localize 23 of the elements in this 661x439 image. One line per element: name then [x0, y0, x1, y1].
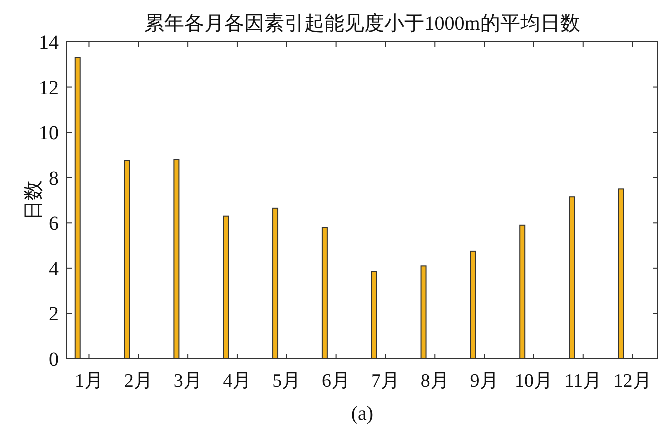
- y-tick-label: 4: [49, 258, 59, 280]
- x-tick-label: 1月: [74, 371, 104, 392]
- x-tick-label: 9月: [470, 371, 499, 392]
- x-tick-label: 10月: [514, 371, 553, 392]
- y-tick-label: 12: [39, 77, 59, 100]
- x-tick-label: 11月: [564, 371, 602, 392]
- y-axis-title: 日数: [23, 180, 45, 220]
- text: (a): [351, 403, 374, 425]
- y-tick-label: 10: [39, 122, 59, 145]
- x-tick-label: 8月: [420, 371, 450, 392]
- y-tick-label: 2: [49, 304, 59, 326]
- x-tick-label: 7月: [371, 371, 400, 392]
- y-tick-label: 6: [49, 213, 59, 236]
- x-tick-label: 12月: [614, 371, 652, 392]
- y-tick-label: 14: [39, 32, 59, 54]
- x-tick-label: 2月: [124, 371, 153, 392]
- x-tick-label: 3月: [174, 371, 202, 392]
- x-tick-label: 4月: [223, 371, 252, 392]
- chart-title: 累年各月各因素引起能见度小于1000m的平均日数: [144, 13, 580, 35]
- x-tick-label: 5月: [272, 371, 302, 392]
- y-tick-label: 0: [49, 349, 59, 371]
- x-tick-label: 6月: [322, 371, 351, 392]
- y-tick-label: 8: [49, 168, 59, 190]
